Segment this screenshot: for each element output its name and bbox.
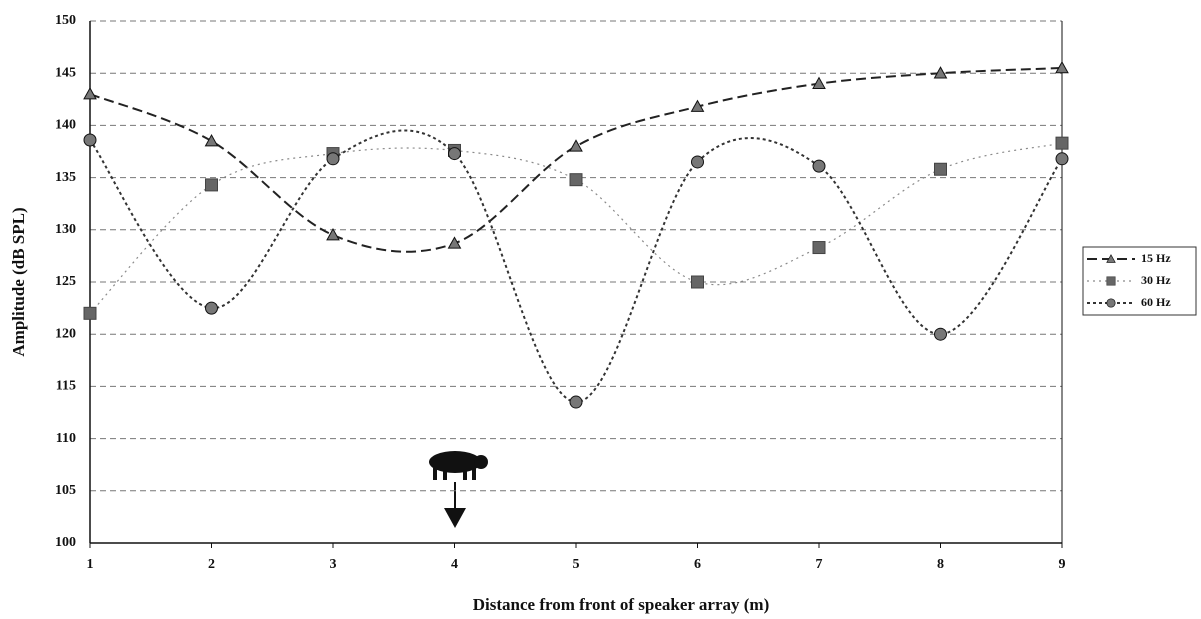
marker — [690, 99, 705, 112]
marker — [812, 241, 826, 255]
marker — [205, 178, 218, 192]
x-tick-label: 2 — [208, 557, 215, 572]
y-tick-label: 140 — [55, 118, 76, 133]
marker — [934, 327, 947, 341]
x-tick-label: 6 — [694, 557, 701, 572]
y-axis-title: Amplitude (dB SPL) — [9, 207, 28, 356]
legend-label: 30 Hz — [1141, 273, 1171, 287]
y-tick-label: 100 — [55, 535, 76, 550]
marker — [933, 66, 948, 79]
marker — [569, 173, 583, 187]
series — [83, 60, 1069, 253]
pig-annotation — [429, 451, 488, 528]
legend: 15 Hz 30 Hz 60 Hz — [1082, 246, 1197, 316]
y-tick-label: 115 — [56, 379, 76, 394]
y-tick-label: 135 — [55, 170, 76, 185]
marker — [1055, 136, 1069, 150]
legend-label: 15 Hz — [1141, 251, 1171, 265]
marker — [934, 162, 947, 176]
x-tick-label: 1 — [87, 557, 94, 572]
marker — [83, 133, 97, 147]
y-tick-label: 110 — [56, 431, 76, 446]
legend-marker — [1106, 254, 1116, 263]
marker — [812, 76, 826, 89]
series-line — [89, 129, 1063, 404]
marker — [569, 139, 583, 152]
x-tick-label: 7 — [816, 557, 823, 572]
x-tick-label: 3 — [330, 557, 337, 572]
marker — [691, 155, 704, 169]
y-tick-label: 145 — [55, 65, 76, 80]
legend-marker — [1106, 276, 1116, 286]
marker — [1055, 60, 1069, 74]
legend-label: 60 Hz — [1141, 295, 1171, 309]
y-tick-label: 130 — [55, 222, 76, 237]
x-tick-label: 8 — [937, 557, 944, 572]
series-line — [89, 142, 1063, 314]
x-tick-label: 4 — [451, 557, 458, 572]
series — [83, 136, 1069, 320]
y-tick-label: 150 — [55, 13, 76, 28]
y-tick-label: 120 — [55, 326, 76, 341]
marker — [326, 227, 340, 241]
marker — [204, 134, 219, 147]
marker — [691, 275, 704, 289]
y-tick-label: 125 — [55, 274, 76, 289]
marker — [326, 152, 340, 166]
x-tick-label: 5 — [573, 557, 580, 572]
marker — [83, 87, 97, 100]
marker — [448, 147, 461, 161]
x-axis-title: Distance from front of speaker array (m) — [473, 595, 770, 614]
series-line — [89, 66, 1063, 253]
legend-marker — [1106, 298, 1116, 308]
marker — [447, 236, 462, 249]
marker — [205, 301, 218, 315]
marker — [1055, 152, 1069, 166]
marker — [812, 159, 826, 173]
x-tick-label: 9 — [1059, 557, 1066, 572]
y-tick-label: 105 — [55, 483, 76, 498]
marker — [569, 395, 583, 409]
series — [83, 129, 1069, 409]
marker — [83, 306, 97, 320]
